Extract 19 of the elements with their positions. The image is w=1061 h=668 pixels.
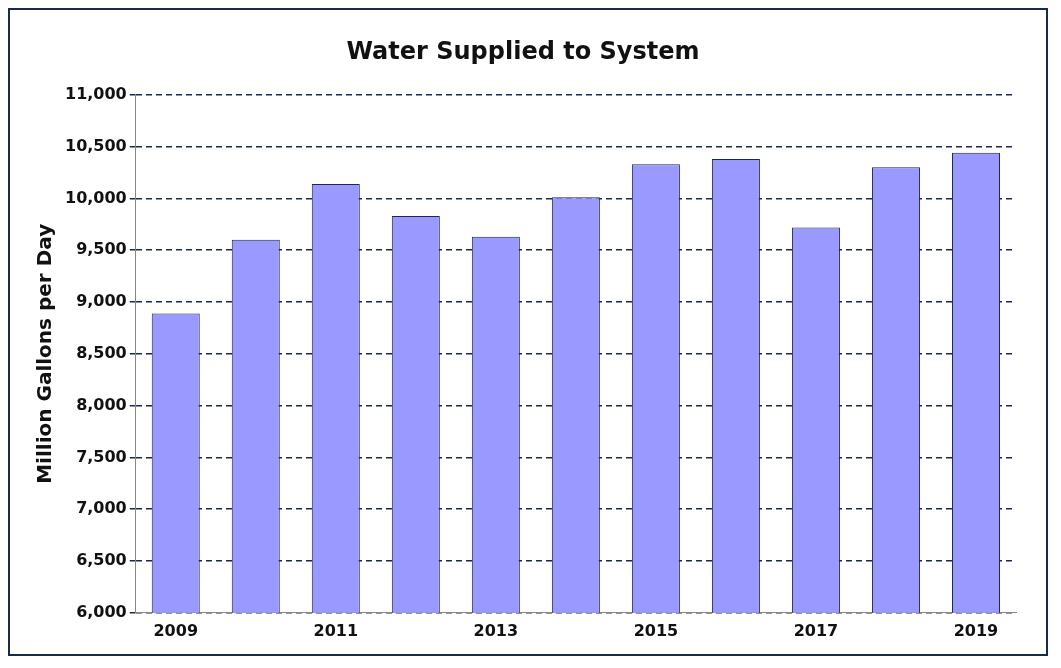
y-tick-label: 6,000: [76, 601, 127, 621]
x-tick-label: 2013: [473, 620, 519, 640]
y-tick-label: 8,000: [76, 394, 127, 414]
y-tick-label: 10,500: [64, 135, 127, 155]
y-tick-label: 7,000: [76, 498, 127, 518]
x-tick-label: 2011: [313, 620, 359, 640]
y-tick-label: 9,500: [76, 239, 127, 259]
x-tick-label: 2009: [153, 620, 199, 640]
y-tick-label: 10,000: [64, 187, 127, 207]
x-tick-label: 2019: [953, 620, 999, 640]
y-tick-label: 6,500: [76, 550, 127, 570]
x-tick-label: 2015: [633, 620, 679, 640]
y-tick-label: 8,500: [76, 342, 127, 362]
y-tick-label: 9,000: [76, 291, 127, 311]
y-axis-title: Million Gallons per Day: [32, 223, 57, 484]
x-tick-label: 2017: [793, 620, 839, 640]
chart-title: Water Supplied to System: [346, 36, 700, 65]
y-tick-label: 7,500: [76, 446, 127, 466]
y-tick-label: 11,000: [64, 83, 127, 103]
